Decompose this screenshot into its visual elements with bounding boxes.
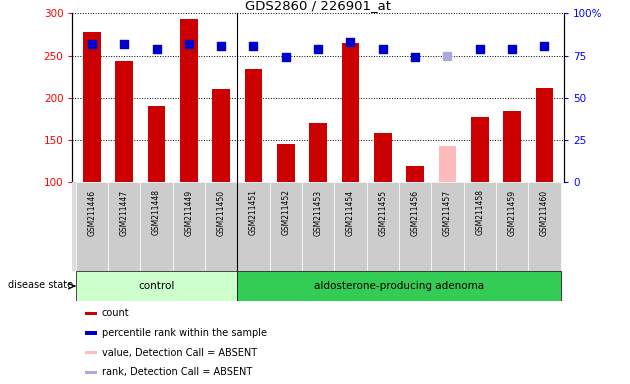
Bar (84, 351, 97, 354)
Bar (108, 182, 140, 271)
Bar (374, 133, 392, 182)
Bar (115, 61, 133, 182)
Bar (205, 182, 238, 271)
Bar (367, 182, 399, 271)
Bar (438, 146, 456, 182)
Point (216, 43, 226, 49)
Point (378, 46, 388, 52)
Bar (341, 43, 359, 182)
Text: GSM211446: GSM211446 (88, 189, 96, 236)
Bar (84, 371, 97, 374)
Bar (471, 116, 489, 182)
Point (87, 41, 97, 47)
Bar (173, 182, 205, 271)
Bar (76, 182, 108, 271)
Text: GSM211447: GSM211447 (120, 189, 129, 236)
Text: disease state: disease state (8, 280, 73, 290)
Bar (84, 331, 97, 334)
Text: GSM211460: GSM211460 (540, 189, 549, 236)
Text: count: count (102, 308, 130, 318)
Bar (238, 182, 270, 271)
Bar (238, 271, 561, 301)
Text: GSM211458: GSM211458 (475, 189, 484, 235)
Point (475, 46, 485, 52)
Bar (335, 182, 367, 271)
Text: GSM211452: GSM211452 (282, 189, 290, 235)
Bar (147, 106, 166, 182)
Bar (309, 123, 327, 182)
Bar (83, 32, 101, 182)
Point (345, 39, 355, 45)
Point (442, 53, 452, 59)
Point (248, 43, 258, 49)
Text: GSM211456: GSM211456 (411, 189, 420, 236)
Point (151, 46, 161, 52)
Text: GSM211454: GSM211454 (346, 189, 355, 236)
Text: GSM211453: GSM211453 (314, 189, 323, 236)
Point (313, 46, 323, 52)
Bar (76, 271, 238, 301)
Bar (270, 182, 302, 271)
Title: GDS2860 / 226901_at: GDS2860 / 226901_at (245, 0, 391, 12)
Bar (529, 182, 561, 271)
Bar (244, 69, 262, 182)
Text: GSM211457: GSM211457 (443, 189, 452, 236)
Text: value, Detection Call = ABSENT: value, Detection Call = ABSENT (102, 348, 257, 358)
Point (281, 54, 291, 60)
Text: GSM211459: GSM211459 (508, 189, 517, 236)
Bar (212, 89, 230, 182)
Bar (180, 18, 198, 182)
Bar (140, 182, 173, 271)
Bar (496, 182, 529, 271)
Point (507, 46, 517, 52)
Text: GSM211449: GSM211449 (185, 189, 193, 236)
Bar (302, 182, 335, 271)
Bar (406, 166, 424, 182)
Text: GSM211450: GSM211450 (217, 189, 226, 236)
Bar (399, 182, 432, 271)
Text: GSM211455: GSM211455 (378, 189, 387, 236)
Text: control: control (139, 281, 175, 291)
Text: GSM211451: GSM211451 (249, 189, 258, 235)
Point (539, 43, 549, 49)
Bar (84, 312, 97, 315)
Text: percentile rank within the sample: percentile rank within the sample (102, 328, 267, 338)
Text: aldosterone-producing adenoma: aldosterone-producing adenoma (314, 281, 484, 291)
Text: rank, Detection Call = ABSENT: rank, Detection Call = ABSENT (102, 367, 252, 377)
Bar (503, 111, 521, 182)
Point (119, 41, 129, 47)
Bar (536, 88, 553, 182)
Point (184, 41, 194, 47)
Bar (464, 182, 496, 271)
Bar (277, 144, 295, 182)
Text: GSM211448: GSM211448 (152, 189, 161, 235)
Point (410, 54, 420, 60)
Bar (432, 182, 464, 271)
